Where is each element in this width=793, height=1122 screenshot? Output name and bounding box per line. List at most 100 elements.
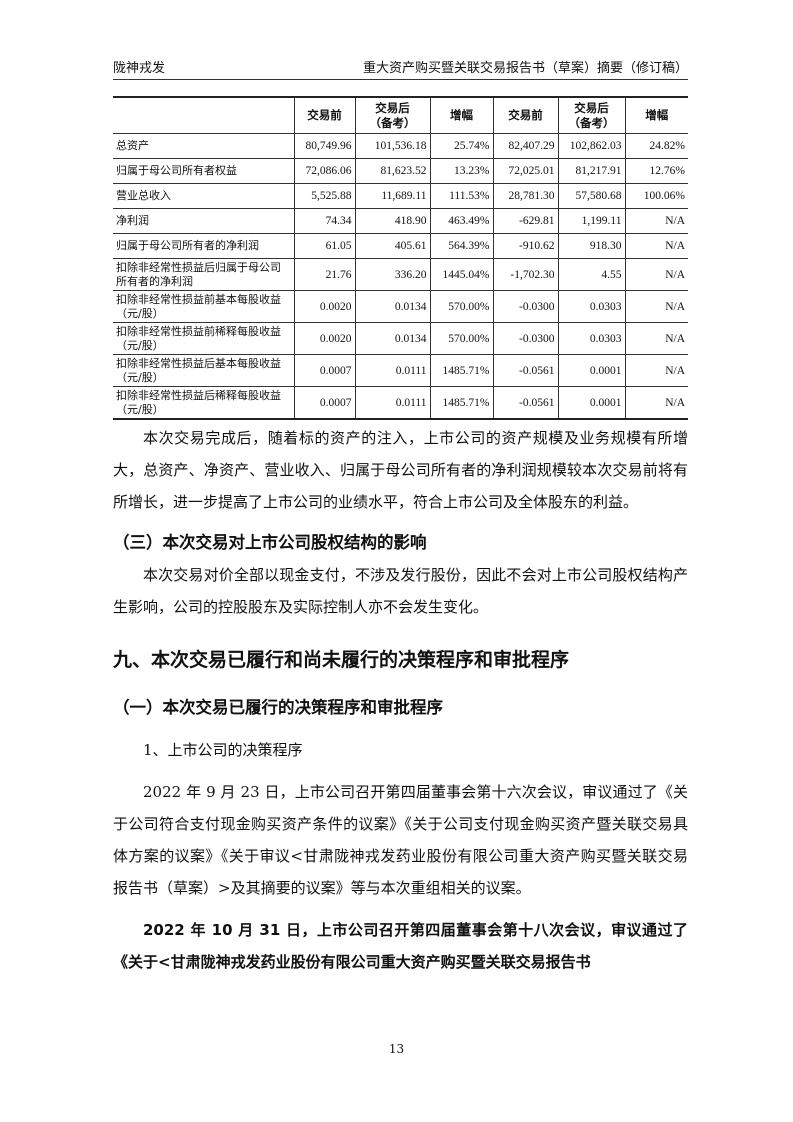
table-cell: N/A [624, 258, 688, 291]
row-label: 归属于母公司所有者的净利润 [113, 233, 295, 259]
table-cell: 0.0303 [557, 322, 626, 355]
table-cell: 11,689.11 [354, 183, 431, 209]
column-header: 交易后（备考） [354, 96, 431, 134]
table-cell: 1485.71% [429, 354, 494, 387]
column-header: 增幅 [624, 96, 688, 134]
table-cell: -629.81 [492, 208, 559, 234]
header-doc-title: 重大资产购买暨关联交易报告书（草案）摘要（修订稿） [362, 61, 688, 76]
table-cell: 463.49% [429, 208, 494, 234]
table-cell: 1,199.11 [557, 208, 626, 234]
table-cell: 72,086.06 [293, 158, 356, 184]
table-cell: -0.0300 [492, 290, 559, 323]
row-label: 归属于母公司所有者权益 [113, 158, 295, 184]
table-cell: 0.0134 [354, 322, 431, 355]
column-header-text: 交易前 [508, 108, 543, 122]
table-cell: 28,781.30 [492, 183, 559, 209]
column-header: 交易前 [293, 96, 356, 134]
section-heading: （一）本次交易已履行的决策程序和审批程序 [113, 698, 443, 717]
paragraph: 2022 年 9 月 23 日，上市公司召开第四届董事会第十六次会议，审议通过了… [113, 783, 688, 897]
table-cell: 0.0001 [557, 386, 626, 420]
sub-heading: 1、上市公司的决策程序 [143, 741, 303, 759]
table-cell: -0.0561 [492, 354, 559, 387]
row-label: 总资产 [113, 133, 295, 159]
row-label: 净利润 [113, 208, 295, 234]
table-row: 扣除非经常性损益前基本每股收益（元/股） 0.0020 0.0134 570.00% -… [113, 290, 688, 323]
table-row: 扣除非经常性损益前稀释每股收益（元/股） 0.0020 0.0134 570.00% -… [113, 322, 688, 355]
table-cell: 4.55 [557, 258, 626, 291]
table-cell: -0.0561 [492, 386, 559, 420]
column-header: 交易前 [492, 96, 559, 134]
table-row: 营业总收入 5,525.88 11,689.11 111.53% 28,781.30 57… [113, 183, 688, 209]
table-cell: 570.00% [429, 322, 494, 355]
table-row: 总资产 80,749.96 101,536.18 25.74% 82,407.29 102… [113, 133, 688, 159]
table-row: 归属于母公司所有者的净利润 61.05 405.61 564.39% -910.62 91… [113, 233, 688, 259]
table-cell: 336.20 [354, 258, 431, 291]
table-cell: 111.53% [429, 183, 494, 209]
chapter-heading: 九、本次交易已履行和尚未履行的决策程序和审批程序 [113, 649, 570, 671]
table-cell: 1485.71% [429, 386, 494, 420]
table-cell: N/A [624, 290, 688, 323]
table-cell: 81,217.91 [557, 158, 626, 184]
table-cell: N/A [624, 386, 688, 420]
paragraph: 本次交易完成后，随着标的资产的注入，上市公司的资产规模及业务规模有所增大，总资产… [113, 429, 688, 511]
table-cell: 918.30 [557, 233, 626, 259]
table-cell: 100.06% [624, 183, 688, 209]
table-cell: 0.0111 [354, 354, 431, 387]
table-cell: 0.0303 [557, 290, 626, 323]
row-label: 扣除非经常性损益后稀释每股收益（元/股） [113, 386, 295, 420]
table-cell: 101,536.18 [354, 133, 431, 159]
table-cell: 61.05 [293, 233, 356, 259]
table-cell: -0.0300 [492, 322, 559, 355]
table-row: 扣除非经常性损益后稀释每股收益（元/股） 0.0007 0.0111 1485.71%… [113, 386, 688, 420]
table-cell: 74.34 [293, 208, 356, 234]
table-row: 净利润 74.34 418.90 463.49% -629.81 1,199.11 N/A [113, 208, 688, 234]
table-cell: 102,862.03 [557, 133, 626, 159]
page-number: 13 [388, 1042, 405, 1056]
paragraph-bold: 2022 年 10 月 31 日，上市公司召开第四届董事会第十八次会议，审议通过… [113, 921, 688, 971]
table-cell: -910.62 [492, 233, 559, 259]
table-cell: 0.0007 [293, 354, 356, 387]
table-cell: 25.74% [429, 133, 494, 159]
row-label: 营业总收入 [113, 183, 295, 209]
column-header: 增幅 [429, 96, 494, 134]
table-cell: 57,580.68 [557, 183, 626, 209]
table-cell: 24.82% [624, 133, 688, 159]
table-cell: 570.00% [429, 290, 494, 323]
column-header-text: 增幅 [645, 108, 669, 122]
table-cell: 0.0134 [354, 290, 431, 323]
table-cell: N/A [624, 233, 688, 259]
paragraph: 本次交易对价全部以现金支付，不涉及发行股份，因此不会对上市公司股权结构产生影响，… [113, 566, 688, 616]
page-header: 陇神戎发 重大资产购买暨关联交易报告书（草案）摘要（修订稿） [113, 56, 688, 80]
table-cell: 0.0001 [557, 354, 626, 387]
table-cell: 564.39% [429, 233, 494, 259]
table-cell: 1445.04% [429, 258, 494, 291]
table-cell: N/A [624, 208, 688, 234]
table-cell: 21.76 [293, 258, 356, 291]
table-cell: 5,525.88 [293, 183, 356, 209]
column-header-text: 交易后（备考） [369, 100, 416, 130]
table-cell: 80,749.96 [293, 133, 356, 159]
table-cell: 13.23% [429, 158, 494, 184]
column-header: 交易后（备考） [557, 96, 626, 134]
table-cell: N/A [624, 322, 688, 355]
table-cell: 418.90 [354, 208, 431, 234]
table-row: 扣除非经常性损益后归属于母公司所有者的净利润 21.76 336.20 1445.04… [113, 258, 688, 291]
table-cell: 0.0020 [293, 290, 356, 323]
table-cell: N/A [624, 354, 688, 387]
table-cell: 0.0111 [354, 386, 431, 420]
table-cell: 405.61 [354, 233, 431, 259]
table-cell: 82,407.29 [492, 133, 559, 159]
row-label: 扣除非经常性损益后归属于母公司所有者的净利润 [113, 258, 295, 291]
table-cell: 0.0007 [293, 386, 356, 420]
financial-table: 交易前 交易后（备考） 增幅 交易前 交易后（备考） 增幅 总资产 80,749.96 101… [113, 96, 688, 420]
column-header-text: 交易后（备考） [568, 100, 615, 130]
table-row: 归属于母公司所有者权益 72,086.06 81,623.52 13.23% 72,02… [113, 158, 688, 184]
table-cell: -1,702.30 [492, 258, 559, 291]
table-header-row: 交易前 交易后（备考） 增幅 交易前 交易后（备考） 增幅 [113, 96, 688, 134]
table-row: 扣除非经常性损益后基本每股收益（元/股） 0.0007 0.0111 1485.71%… [113, 354, 688, 387]
column-header-text: 交易前 [307, 108, 342, 122]
section-heading: （三）本次交易对上市公司股权结构的影响 [113, 533, 427, 552]
row-label: 扣除非经常性损益前稀释每股收益（元/股） [113, 322, 295, 355]
table-cell: 0.0020 [293, 322, 356, 355]
column-header-label [113, 96, 295, 134]
